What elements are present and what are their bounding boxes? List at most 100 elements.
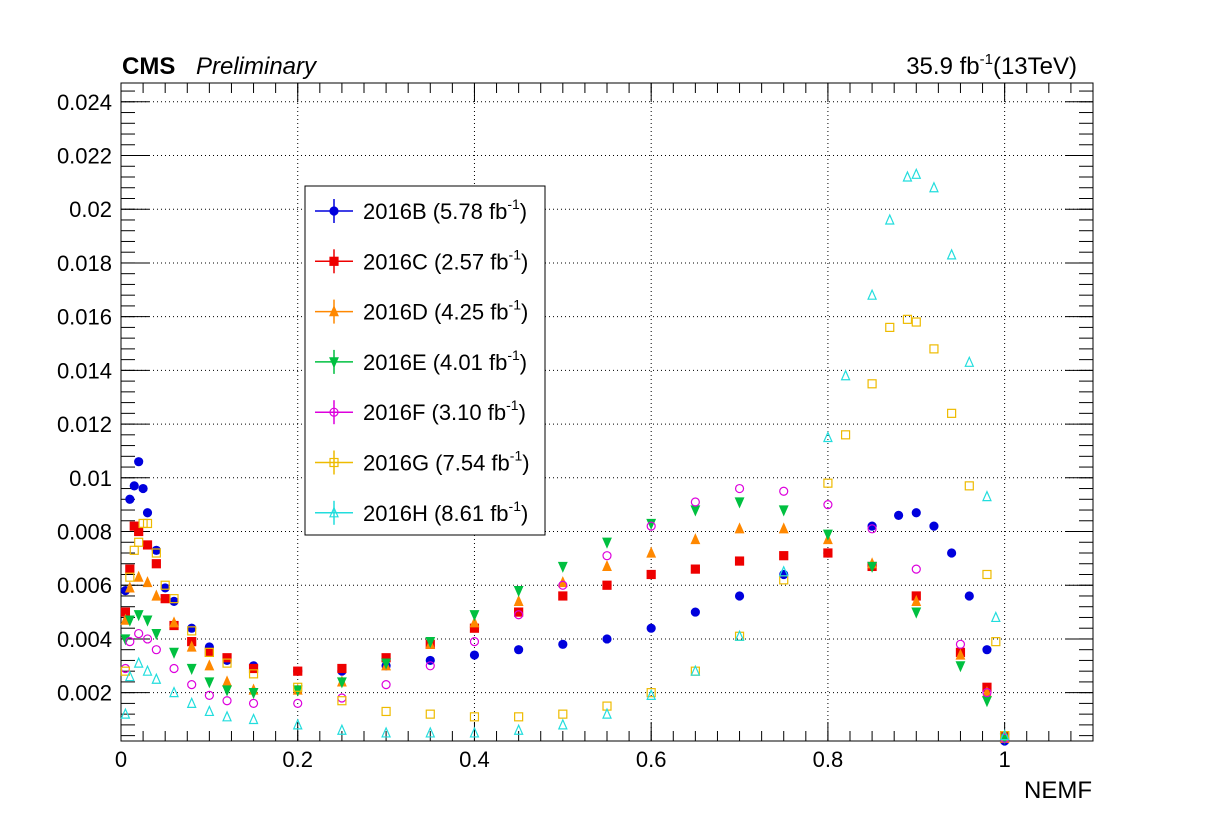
data-point	[160, 583, 170, 593]
data-point	[513, 723, 524, 735]
legend-label: 2016F (3.10 fb-1)	[363, 397, 526, 425]
data-point	[204, 677, 215, 689]
data-point	[381, 658, 392, 670]
data-point	[425, 661, 435, 671]
data-point	[646, 688, 656, 698]
data-point	[187, 679, 197, 690]
data-point	[134, 526, 144, 537]
lumi-energy: (13TeV)	[993, 53, 1077, 80]
data-point	[778, 565, 789, 577]
data-point	[186, 696, 197, 709]
data-point	[248, 663, 259, 674]
data-point	[893, 510, 904, 521]
lumi-exponent: -1	[980, 51, 993, 68]
data-point	[169, 647, 179, 659]
data-point	[292, 685, 303, 697]
legend-label-main: 2016E (4.01 fb	[363, 350, 507, 375]
data-point	[734, 522, 745, 534]
data-point	[558, 591, 568, 601]
legend-label-exp: -1	[509, 297, 522, 313]
data-point	[120, 634, 131, 646]
data-point	[911, 167, 922, 179]
data-point	[169, 686, 179, 698]
data-point	[734, 497, 745, 509]
legend-label-main: 2016D (4.25 fb	[363, 300, 509, 325]
data-point	[134, 457, 144, 467]
data-point	[186, 640, 197, 652]
data-point	[947, 548, 957, 558]
data-point	[469, 712, 480, 722]
data-point	[124, 615, 135, 627]
legend-label-tail: )	[519, 400, 526, 425]
data-point	[646, 518, 657, 530]
data-point	[169, 616, 179, 628]
data-point	[955, 639, 966, 649]
legend-label-exp: -1	[506, 397, 519, 413]
data-point	[293, 682, 303, 692]
legend-marker	[329, 407, 339, 417]
data-point	[169, 663, 179, 674]
legend-marker	[329, 357, 339, 369]
legend-marker	[329, 457, 339, 468]
data-point	[602, 580, 612, 590]
legend-entry: 2016F (3.10 fb-1)	[315, 397, 526, 425]
data-point	[151, 628, 162, 641]
legend-label-main: 2016H (8.61 fb	[363, 501, 509, 526]
data-point	[991, 637, 1001, 647]
data-point	[222, 685, 232, 697]
data-point	[337, 663, 347, 674]
data-point	[222, 658, 232, 668]
data-point	[690, 607, 700, 617]
data-point	[134, 628, 144, 639]
data-point	[955, 648, 966, 660]
data-point	[204, 690, 214, 700]
data-point	[779, 486, 789, 496]
data-point	[142, 576, 153, 588]
data-point	[902, 170, 913, 182]
data-point	[222, 710, 232, 722]
legend-label-tail: )	[521, 249, 528, 274]
cms-label: CMS	[122, 53, 175, 80]
data-point	[929, 181, 939, 193]
y-tick-label: 0.014	[57, 358, 112, 383]
data-point	[558, 709, 568, 719]
y-tick-label: 0.024	[57, 90, 112, 115]
data-point	[292, 718, 303, 730]
legend-label-exp: -1	[510, 448, 523, 464]
data-point	[822, 529, 833, 541]
legend-label-main: 2016G (7.54 fb	[363, 451, 510, 476]
legend-marker	[329, 305, 339, 317]
lumi-value: 35.9 fb	[906, 53, 979, 80]
data-point	[911, 564, 921, 574]
data-point	[151, 548, 161, 558]
data-point	[160, 580, 170, 590]
series-0	[120, 457, 1010, 746]
data-point	[646, 688, 657, 700]
data-point	[646, 569, 656, 580]
data-point	[204, 704, 215, 717]
data-point	[248, 688, 259, 700]
data-point	[187, 626, 197, 636]
x-tick-label: 1	[999, 747, 1011, 772]
legend-label: 2016C (2.57 fb-1)	[363, 246, 528, 274]
y-tick-label: 0.022	[57, 144, 112, 169]
data-point	[125, 637, 135, 647]
data-point	[469, 616, 480, 628]
x-tick-label: 0.4	[459, 747, 490, 772]
legend-box	[304, 185, 546, 536]
axis-ticks	[120, 83, 1094, 741]
legend-entry: 2016D (4.25 fb-1)	[315, 297, 528, 325]
data-point	[151, 589, 162, 601]
data-point	[646, 521, 656, 531]
data-point	[513, 594, 524, 606]
data-point	[204, 647, 214, 657]
data-point	[990, 610, 1001, 623]
legend-label: 2016G (7.54 fb-1)	[363, 448, 530, 476]
series-4	[120, 483, 1010, 743]
data-point	[336, 677, 347, 689]
data-point	[558, 580, 568, 590]
x-tick-label: 0.8	[813, 747, 844, 772]
series-2	[120, 522, 1010, 743]
y-tick-label: 0.008	[57, 520, 112, 545]
